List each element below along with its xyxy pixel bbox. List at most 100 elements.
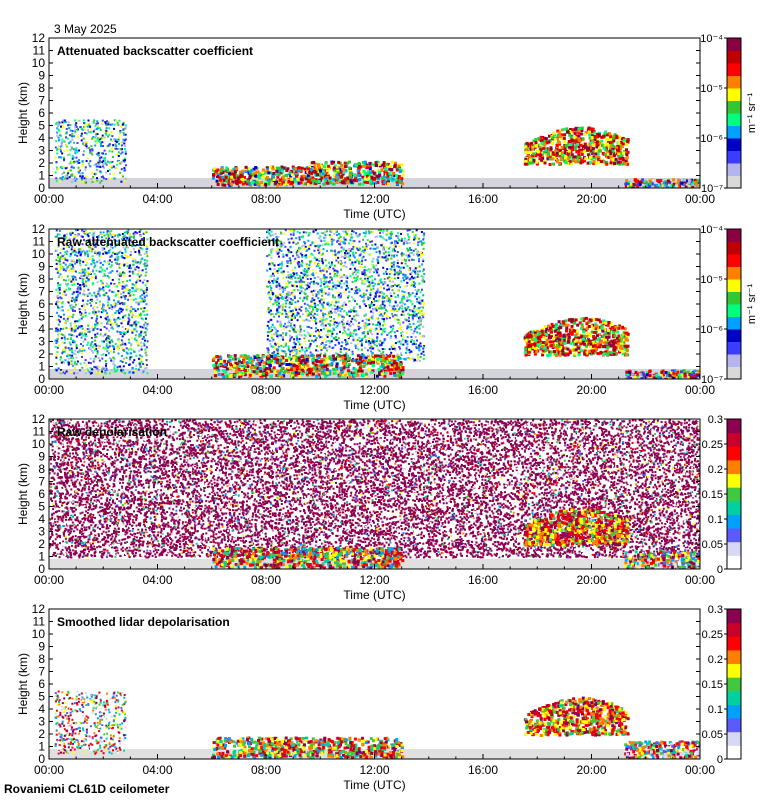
heatmap-cell xyxy=(317,292,320,295)
heatmap-cell xyxy=(84,132,87,134)
heatmap-cell xyxy=(408,314,411,317)
footer-label: Rovaniemi CL61D ceilometer xyxy=(4,782,170,796)
heatmap-cell xyxy=(125,356,128,359)
heatmap-cell xyxy=(273,268,276,271)
heatmap-cell xyxy=(112,165,115,168)
heatmap-cell xyxy=(75,270,77,273)
heatmap-cell xyxy=(636,182,640,186)
heatmap-cell xyxy=(111,270,114,272)
heatmap-cell xyxy=(383,171,387,174)
heatmap-cell xyxy=(114,140,117,143)
heatmap-cell xyxy=(97,292,100,295)
heatmap-cell xyxy=(319,169,323,173)
heatmap-cell xyxy=(63,334,66,337)
heatmap-cell xyxy=(570,138,574,142)
heatmap-cell xyxy=(93,357,96,360)
heatmap-cell xyxy=(586,148,589,152)
heatmap-cell xyxy=(145,244,147,247)
heatmap-cell xyxy=(63,289,66,292)
heatmap-cell xyxy=(66,149,69,152)
heatmap-cell xyxy=(103,234,106,237)
heatmap-cell xyxy=(141,293,144,296)
heatmap-cell xyxy=(359,326,362,329)
heatmap-cell xyxy=(143,231,146,234)
heatmap-cell xyxy=(309,168,313,172)
heatmap-cell xyxy=(336,353,339,356)
heatmap-cell xyxy=(76,142,79,144)
heatmap-cell xyxy=(276,277,279,280)
heatmap-cell xyxy=(299,326,302,329)
heatmap-cell xyxy=(367,283,370,286)
heatmap-cell xyxy=(98,127,101,130)
heatmap-cell xyxy=(116,303,119,306)
heatmap-cell xyxy=(553,156,557,160)
heatmap-cell xyxy=(223,183,227,187)
heatmap-cell xyxy=(304,245,307,248)
heatmap-cell xyxy=(695,182,699,186)
heatmap-cell xyxy=(345,255,348,258)
heatmap-cell xyxy=(107,272,110,275)
heatmap-cell xyxy=(327,293,330,296)
heatmap-cell xyxy=(61,352,64,355)
heatmap-cell xyxy=(73,325,76,328)
heatmap-cell xyxy=(70,164,73,167)
heatmap-cell xyxy=(645,183,649,187)
heatmap-cell xyxy=(409,300,412,303)
heatmap-cell xyxy=(349,250,352,252)
heatmap-cell xyxy=(359,306,362,309)
heatmap-cell xyxy=(80,317,83,320)
heatmap-cell xyxy=(335,321,338,324)
heatmap-cell xyxy=(381,300,384,303)
heatmap-cell xyxy=(62,309,64,312)
heatmap-cell xyxy=(356,169,360,173)
heatmap-cell xyxy=(358,240,361,243)
heatmap-cell xyxy=(626,138,630,142)
heatmap-cell xyxy=(303,268,306,271)
heatmap-cell xyxy=(71,341,74,344)
heatmap-cell xyxy=(399,342,402,345)
heatmap-cell xyxy=(83,293,86,296)
heatmap-cell xyxy=(672,186,676,188)
heatmap-cell xyxy=(367,170,371,174)
heatmap-cell xyxy=(299,275,301,277)
heatmap-cell xyxy=(413,305,416,308)
heatmap-cell xyxy=(310,273,313,276)
heatmap-cell xyxy=(68,333,71,336)
heatmap-cell xyxy=(417,358,420,361)
heatmap-cell xyxy=(111,326,114,329)
heatmap-cell xyxy=(70,147,73,150)
heatmap-cell xyxy=(677,180,681,184)
heatmap-cell xyxy=(363,172,367,176)
heatmap-cell xyxy=(62,257,65,260)
heatmap-cell xyxy=(91,300,93,302)
heatmap-cell xyxy=(89,367,92,370)
heatmap-cell xyxy=(396,330,399,332)
heatmap-cell xyxy=(339,171,343,174)
heatmap-cell xyxy=(312,274,315,277)
heatmap-cell xyxy=(93,291,96,294)
heatmap-cell xyxy=(343,316,345,319)
heatmap-cell xyxy=(146,340,149,343)
heatmap-cell xyxy=(292,241,295,244)
heatmap-cell xyxy=(606,142,609,146)
heatmap-cell xyxy=(271,175,275,179)
heatmap-cell xyxy=(113,238,116,241)
heatmap-cell xyxy=(58,315,60,318)
heatmap-cell xyxy=(281,180,285,184)
heatmap-cell xyxy=(358,182,361,186)
heatmap-cell xyxy=(64,263,67,266)
heatmap-cell xyxy=(599,141,603,145)
heatmap-cell xyxy=(594,161,598,165)
heatmap-cell xyxy=(132,371,135,374)
heatmap-cell xyxy=(141,371,144,374)
heatmap-cell xyxy=(96,365,99,368)
heatmap-cell xyxy=(319,320,322,323)
heatmap-cell xyxy=(138,335,141,338)
heatmap-cell xyxy=(395,168,399,172)
heatmap-cell xyxy=(286,299,289,302)
heatmap-cell xyxy=(421,263,424,266)
heatmap-cell xyxy=(60,134,62,137)
heatmap-cell xyxy=(328,287,331,290)
heatmap-cell xyxy=(81,278,84,280)
heatmap-cell xyxy=(330,161,334,165)
